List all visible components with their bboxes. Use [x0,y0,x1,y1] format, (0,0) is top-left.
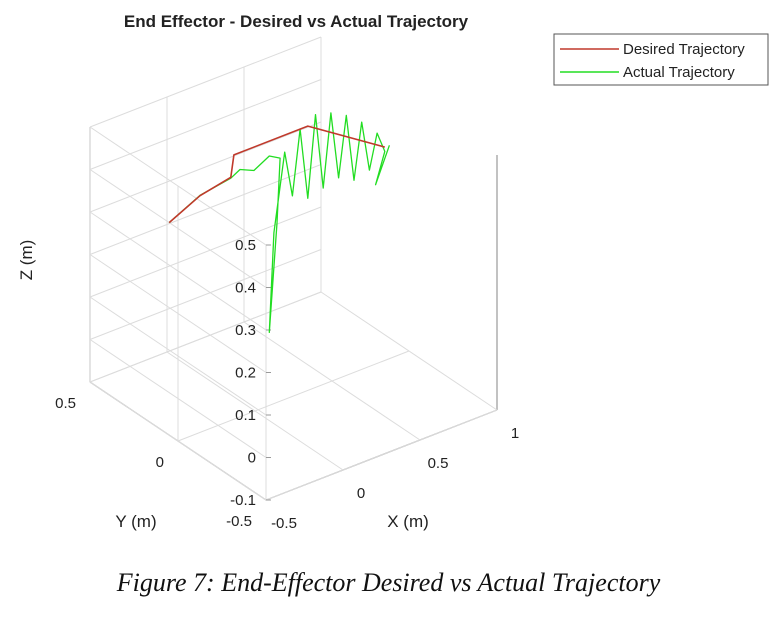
series-line-actual [168,112,391,334]
grid-line [89,164,322,255]
legend-box [553,33,769,86]
y-tick-label: 0 [156,454,164,471]
grid-line [265,409,498,501]
z-tick-label: 0.4 [235,280,256,297]
x-tick-label: -0.5 [271,515,297,532]
legend-label-actual: Actual Trajectory [623,64,735,81]
z-tick-label: 0 [248,450,256,467]
grid-line [89,79,322,170]
trajectory-figure: End Effector - Desired vs Actual Traject… [17,12,769,532]
grid-lines [89,36,498,501]
z-tick-label: 0.1 [235,407,256,424]
chart-title: End Effector - Desired vs Actual Traject… [124,12,469,31]
x-tick-label: 1 [511,425,519,442]
x-axis-ticks: -0.5 0 0.5 1 [271,425,519,532]
y-axis-label: Y (m) [115,512,156,531]
grid-line [89,291,322,383]
y-tick-label: 0.5 [55,395,76,412]
grid-line [89,36,322,128]
z-tick-label: 0.2 [235,365,256,382]
x-axis-label: X (m) [387,512,429,531]
z-axis-label: Z (m) [17,240,36,281]
legend-label-desired: Desired Trajectory [623,41,745,58]
figure-caption: Figure 7: End-Effector Desired vs Actual… [116,568,661,597]
series-layer [168,112,391,334]
y-tick-label: -0.5 [226,513,252,530]
y-axis-ticks: -0.5 0 0.5 [55,395,252,530]
grid-line [89,249,322,340]
x-tick-label: 0 [357,485,365,502]
grid-line [177,350,410,442]
z-tick-label: 0.5 [235,237,256,254]
frame-floor-front [89,381,498,501]
legend: Desired Trajectory Actual Trajectory [553,33,769,86]
x-tick-label: 0.5 [428,455,449,472]
z-axis-ticks: -0.1 0 0.1 0.2 0.3 0.4 0.5 [230,237,271,509]
z-tick-label: -0.1 [230,492,256,509]
grid-line [89,206,322,298]
grid-line [89,121,322,213]
z-tick-label: 0.3 [235,322,256,339]
series-line-desired [168,125,386,224]
